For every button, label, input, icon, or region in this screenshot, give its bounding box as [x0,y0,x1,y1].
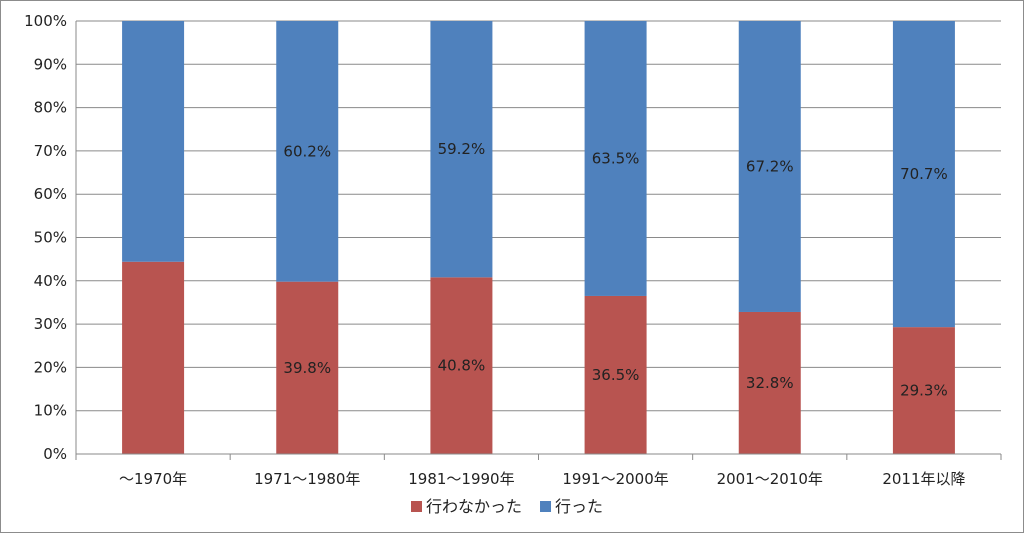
x-axis-categories: ～1970年 1971～1980年 1981～1990年 1991～2000年 2001… [119,470,966,488]
gridlines [76,20,1001,412]
bar-segment [122,261,185,454]
y-tick-label: 60% [34,185,67,203]
y-tick-label: 80% [34,99,67,117]
bar-segment [738,311,801,454]
data-labels: 39.8% 60.2% 40.8% 59.2% 36.5% 63.5% 32.8% 67.2%… [283,140,947,399]
data-label: 29.3% [900,382,948,400]
data-label: 60.2% [283,142,331,160]
x-category-label: 2001～2010年 [717,470,823,488]
legend: 行わなかった 行った [411,497,603,516]
bars [122,21,955,454]
x-category-label: 1991～2000年 [562,470,668,488]
x-category-label: 2011年以降 [882,470,965,488]
data-label: 70.7% [900,165,948,183]
axes [75,21,1002,460]
data-label: 39.8% [283,359,331,377]
bar-segment [892,21,955,328]
data-label: 36.5% [592,366,640,384]
bar-segment [276,21,339,282]
x-category-label: 1981～1990年 [408,470,514,488]
bar-segment [892,327,955,454]
y-axis-ticks: 0% 10% 20% 30% 40% 50% 60% 70% 80% 90% 100% [24,12,67,463]
y-tick-label: 70% [34,142,67,160]
x-category-label: ～1970年 [119,470,187,488]
bar-segment [122,21,185,262]
y-tick-label: 20% [34,358,67,376]
data-label: 63.5% [592,149,640,167]
bar-segment [584,295,647,454]
data-label: 59.2% [438,140,486,158]
y-tick-label: 0% [43,445,67,463]
bar-segment [276,281,339,454]
x-category-label: 1971～1980年 [254,470,360,488]
y-tick-label: 10% [34,402,67,420]
data-label: 40.8% [438,357,486,375]
y-tick-label: 40% [34,272,67,290]
bar-segment [584,21,647,296]
y-tick-label: 50% [34,229,67,247]
legend-swatch [411,501,422,512]
bar-segment [430,277,493,454]
legend-swatch [540,501,552,512]
bar-segment [430,21,493,278]
data-label: 32.8% [746,374,794,392]
legend-label: 行った [555,497,603,516]
y-tick-label: 30% [34,315,67,333]
y-tick-label: 90% [34,55,67,73]
y-tick-label: 100% [24,12,67,30]
legend-label: 行わなかった [426,497,522,516]
bar-segment [738,21,801,312]
data-label: 67.2% [746,157,794,175]
